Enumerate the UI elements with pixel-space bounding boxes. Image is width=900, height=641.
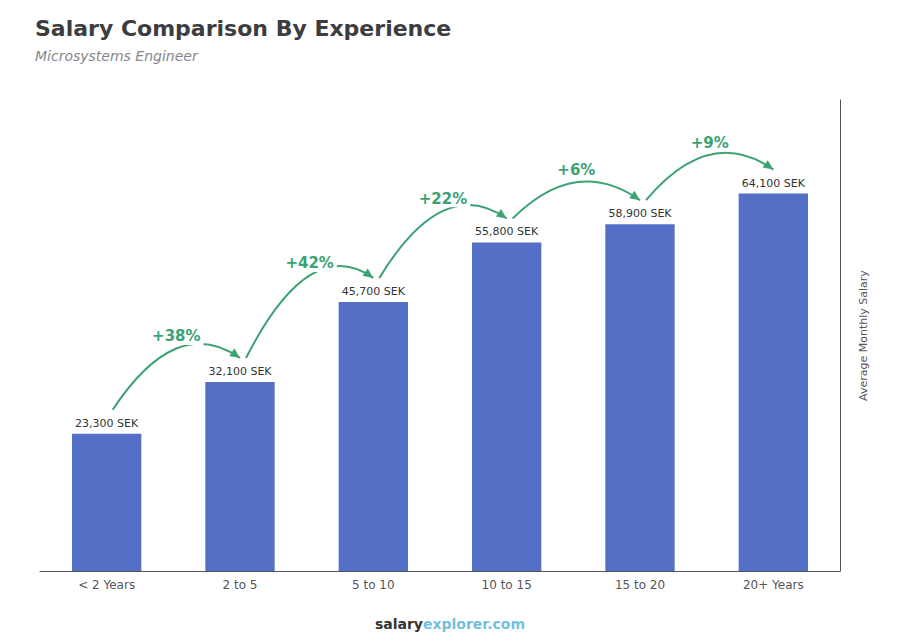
svg-text:64,100 SEK: 64,100 SEK	[742, 177, 806, 190]
svg-text:5 to 10: 5 to 10	[352, 578, 395, 592]
svg-text:Microsystems Engineer: Microsystems Engineer	[35, 48, 199, 64]
svg-text:salary: salary	[375, 616, 423, 632]
svg-text:32,100 SEK: 32,100 SEK	[208, 365, 272, 378]
svg-text:< 2 Years: < 2 Years	[78, 578, 135, 592]
svg-text:45,700 SEK: 45,700 SEK	[342, 285, 406, 298]
svg-text:+9%: +9%	[691, 134, 729, 152]
svg-text:2 to 5: 2 to 5	[223, 578, 258, 592]
svg-text:10 to 15: 10 to 15	[482, 578, 532, 592]
svg-text:Average Monthly Salary: Average Monthly Salary	[857, 270, 870, 401]
svg-text:+38%: +38%	[152, 327, 200, 345]
svg-text:58,900 SEK: 58,900 SEK	[608, 207, 672, 220]
svg-text:+22%: +22%	[419, 190, 467, 208]
svg-text:55,800 SEK: 55,800 SEK	[475, 225, 539, 238]
svg-text:15 to 20: 15 to 20	[615, 578, 665, 592]
svg-text:+6%: +6%	[557, 161, 595, 179]
svg-text:+42%: +42%	[285, 254, 333, 272]
svg-text:20+ Years: 20+ Years	[743, 578, 804, 592]
svg-text:explorer.com: explorer.com	[423, 616, 525, 632]
svg-text:Salary Comparison By Experienc: Salary Comparison By Experience	[35, 16, 451, 41]
svg-text:23,300 SEK: 23,300 SEK	[75, 417, 139, 430]
